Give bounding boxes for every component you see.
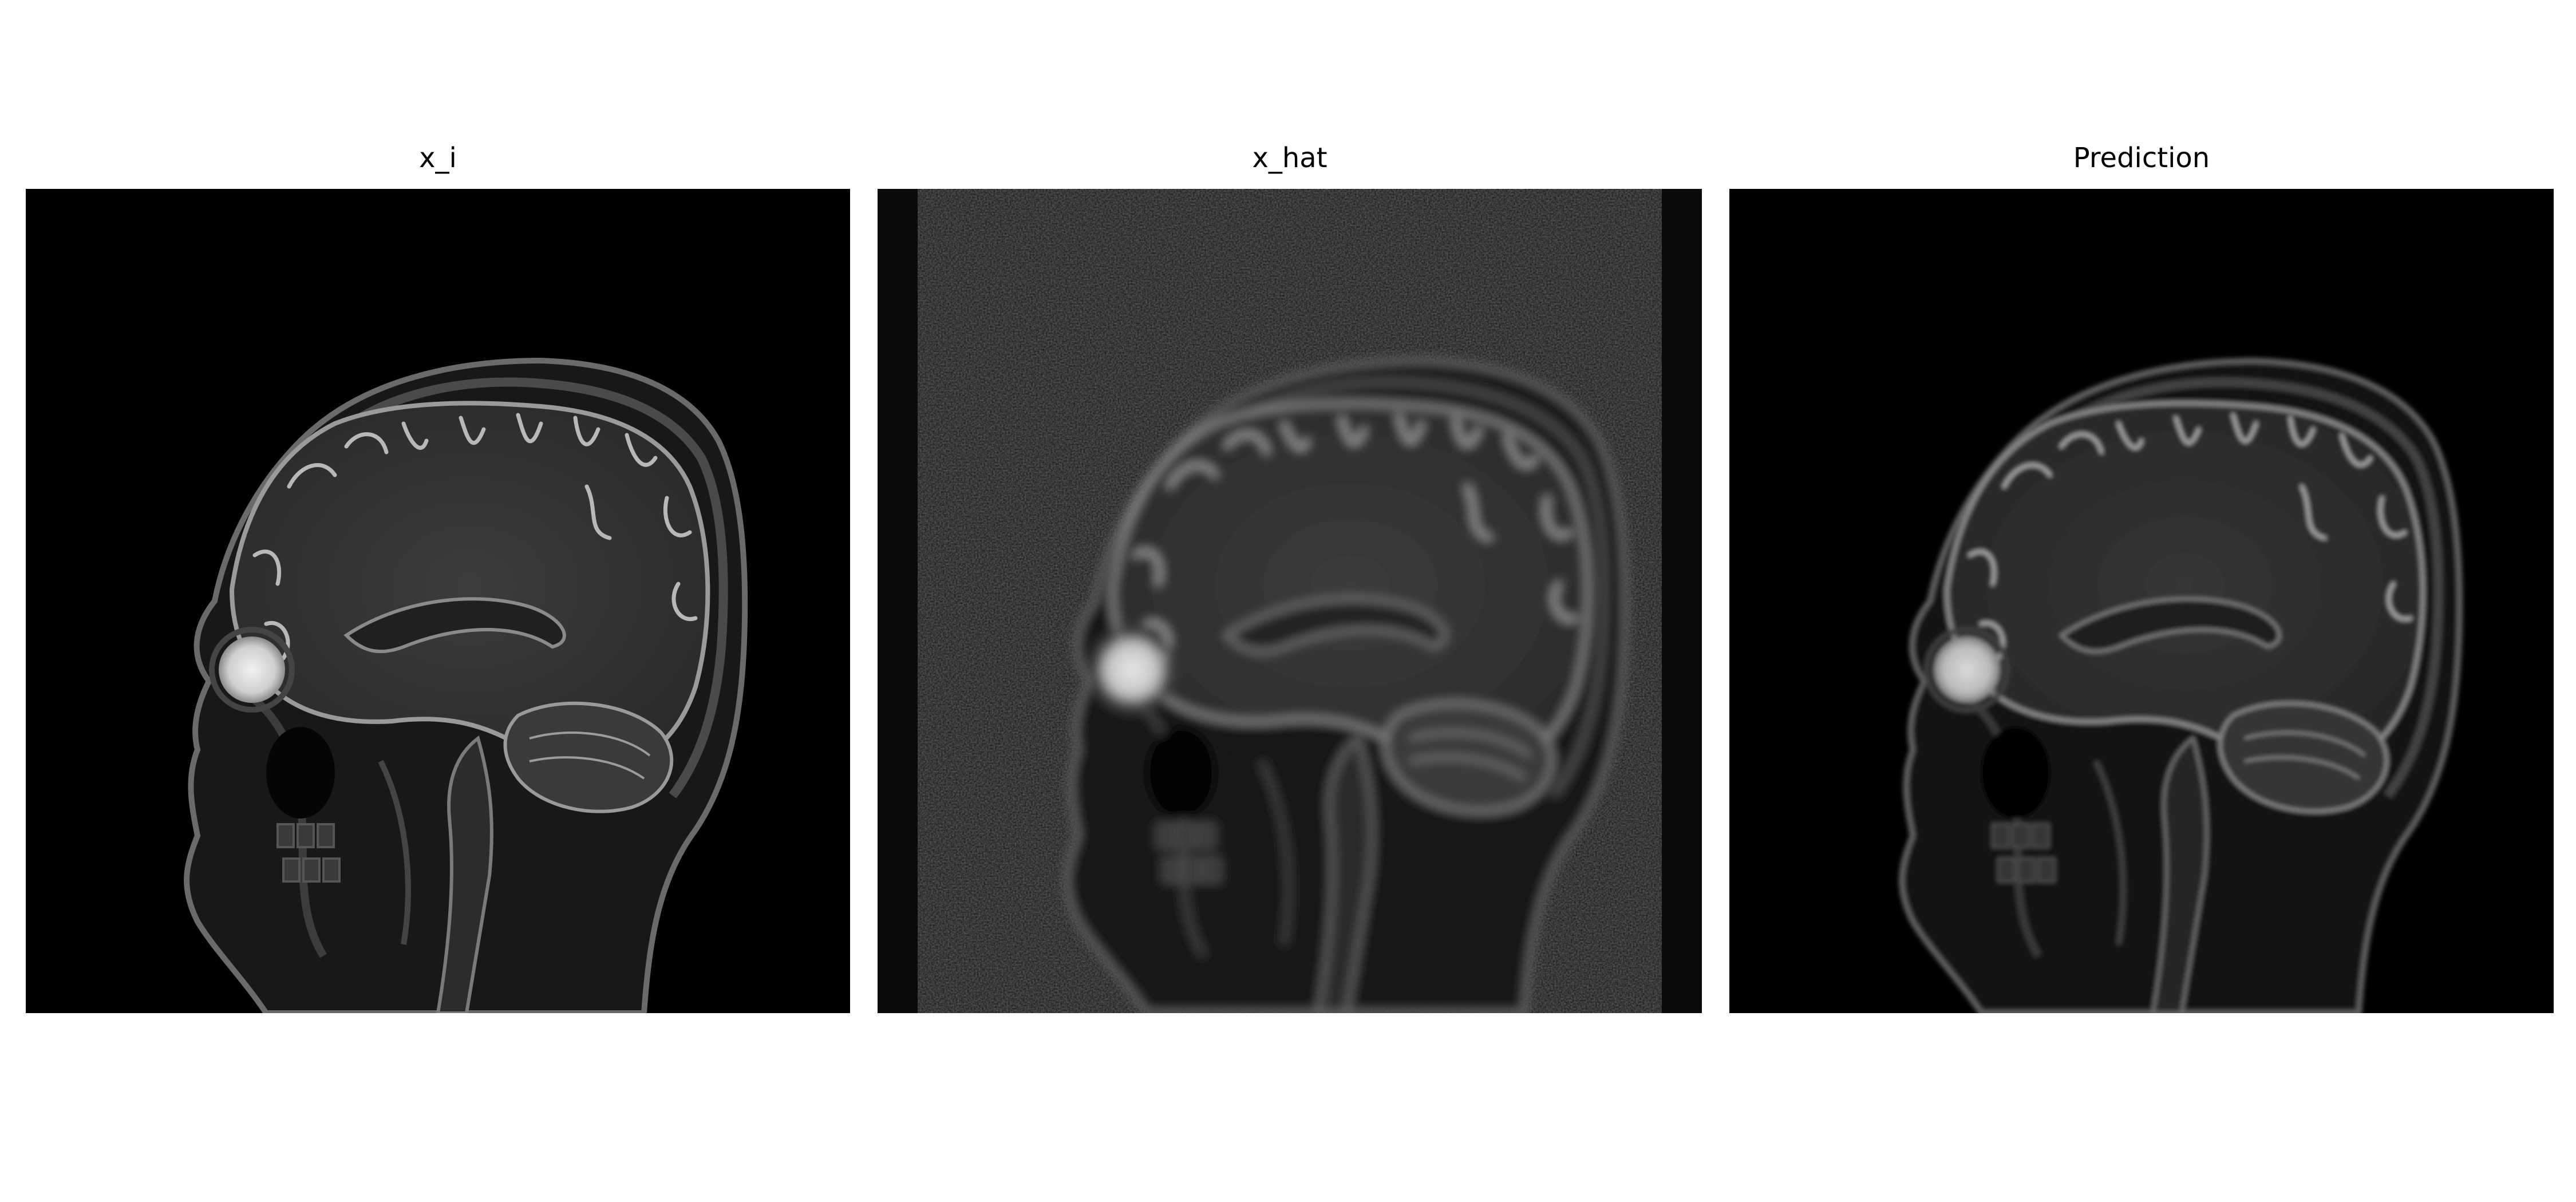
mri-panel-prediction: [1729, 189, 2554, 1013]
mri-panel-x-hat: [878, 189, 1702, 1013]
panel-title-x-hat: x_hat: [1252, 142, 1327, 174]
panel-title-x-i: x_i: [419, 142, 457, 174]
mri-image-sharp: [26, 189, 850, 1013]
panel-title-prediction: Prediction: [2073, 142, 2210, 174]
mri-image-prediction: [1729, 189, 2554, 1013]
mri-image-noisy: [878, 189, 1702, 1013]
mri-panel-x-i: [26, 189, 850, 1013]
